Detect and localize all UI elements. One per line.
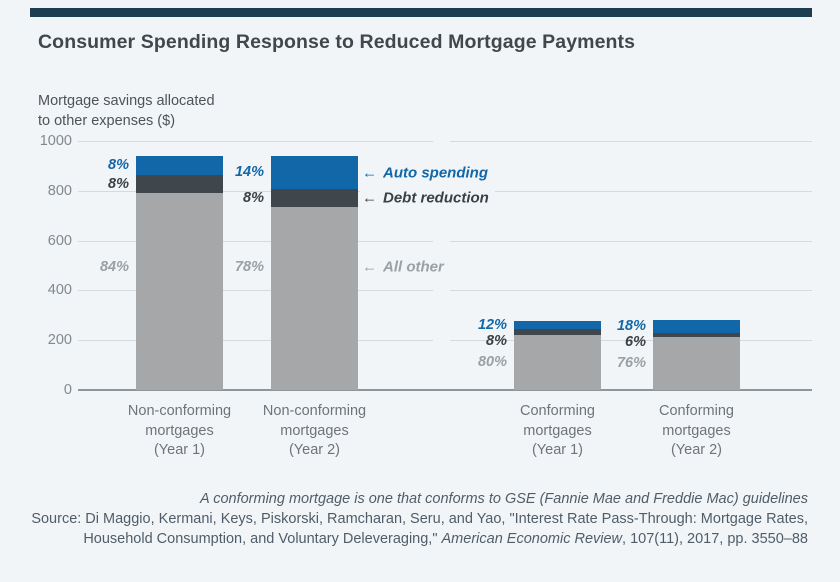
percent-label-auto: 14% [234,164,264,181]
gridline-left [78,141,433,142]
annotation-all-other: ← All other [360,256,450,278]
percent-label-other: 78% [234,259,264,275]
bar-segment-auto-spending [136,155,223,175]
x-category-label: Non-conforming mortgages (Year 2) [263,402,366,461]
footer: A conforming mortgage is one that confor… [30,489,808,549]
bar-segment-all-other [271,207,358,390]
percent-label-auto: 8% [108,157,129,174]
percent-label-auto: 12% [477,316,507,333]
x-category-label: Conforming mortgages (Year 2) [659,402,734,461]
x-category-label-line: mortgages [145,422,214,439]
left-arrow-icon: ← [362,258,377,276]
bar-segment-debt-reduction [514,329,601,335]
bar-segment-auto-spending [514,320,601,330]
gridline-right [450,190,812,192]
y-tick-label: 400 [47,282,72,299]
x-category-label-line: Non-conforming [127,403,232,419]
annotation-label: Debt reduction [383,189,489,207]
y-axis-caption-line1: Mortgage savings allocated [38,93,215,109]
gridline-left [78,290,433,292]
x-category-label-line: Non-conforming [262,403,367,419]
percent-label-other: 84% [99,259,129,275]
x-category-label-line: Conforming [520,403,595,419]
bar-segment-auto-spending [271,155,358,189]
gridline-right [450,240,812,242]
x-category-label: Conforming mortgages (Year 1) [520,402,595,461]
x-category-label-line: Conforming [659,403,734,419]
y-tick-label: 800 [47,182,72,199]
percent-label-debt: 6% [625,334,646,351]
bar-segment-all-other [653,336,740,390]
y-tick-label: 1000 [39,133,72,149]
percent-label-other: 80% [477,354,507,371]
left-arrow-icon: ← [362,189,377,207]
annotation-label: Auto spending [383,164,488,182]
source-line1: Source: Di Maggio, Kermani, Keys, Piskor… [31,511,808,527]
y-tick-label: 600 [47,232,72,249]
top-accent-bar [30,8,812,17]
bar-segment-all-other [514,334,601,390]
y-tick-label: 200 [47,332,72,349]
percent-label-debt: 8% [243,190,264,207]
x-category-label-line: mortgages [662,422,731,439]
y-axis-caption-line2: to other expenses ($) [38,112,176,129]
percent-label-auto: 18% [616,318,646,335]
gridline-left [78,240,433,242]
x-category-label-line: mortgages [280,422,349,439]
percent-label-debt: 8% [486,332,507,349]
bar-segment-all-other [136,193,223,390]
source-line2: Household Consumption, and Voluntary Del… [83,531,808,547]
chart-title: Consumer Spending Response to Reduced Mo… [38,31,636,53]
gridline-right [450,141,812,142]
bar-segment-auto-spending [653,320,740,333]
percent-label-other: 76% [616,355,646,372]
bar-segment-debt-reduction [271,188,358,208]
gridline-right [450,340,812,342]
bar-segment-debt-reduction [136,174,223,194]
x-category-label-line: (Year 1) [531,442,584,458]
y-tick-label: 0 [63,382,72,398]
y-axis-caption: Mortgage savings allocated to other expe… [38,92,215,131]
annotation-label: All other [383,258,444,276]
annotation-debt-reduction: ← Debt reduction [360,187,495,209]
x-category-label-line: (Year 2) [670,442,723,458]
percent-label-debt: 8% [108,176,129,193]
bar-segment-debt-reduction [653,332,740,337]
x-axis-baseline [78,389,812,391]
left-arrow-icon: ← [362,164,377,182]
x-category-label: Non-conforming mortgages (Year 1) [128,402,231,461]
annotation-auto-spending: ← Auto spending [360,162,494,184]
gridline-left [78,340,433,342]
x-category-label-line: (Year 1) [153,442,206,458]
gridline-left [78,190,433,192]
footnote-conforming-definition: A conforming mortgage is one that confor… [200,491,808,507]
gridline-right [450,290,812,292]
x-category-label-line: (Year 2) [288,442,341,458]
x-category-label-line: mortgages [523,422,592,439]
